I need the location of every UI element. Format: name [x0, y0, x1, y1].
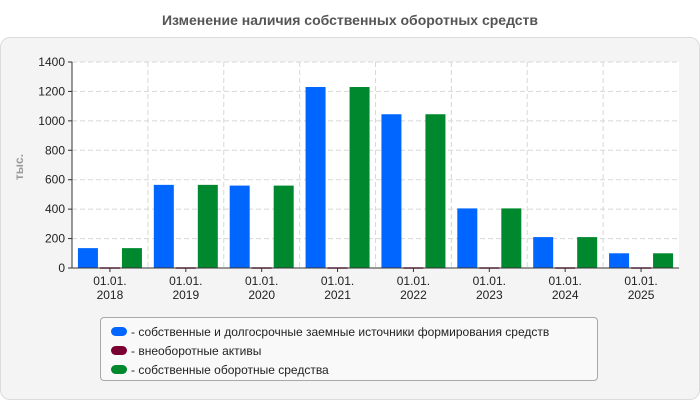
bar [653, 253, 674, 268]
x-tick-label: 2025 [628, 288, 655, 302]
bar [609, 253, 630, 268]
legend-swatch [111, 346, 127, 355]
bar [229, 185, 250, 268]
legend-item: - внеоборотные активы [111, 341, 587, 360]
legend-item: - собственные оборотные средства [111, 360, 587, 379]
legend-label: - внеоборотные активы [131, 343, 262, 358]
legend-item: - собственные и долгосрочные заемные ист… [111, 322, 587, 341]
x-tick-label: 2021 [324, 288, 351, 302]
x-tick-label: 2024 [552, 288, 579, 302]
bar [77, 248, 98, 268]
bar [121, 248, 142, 268]
x-tick-label: 01.01. [93, 274, 126, 288]
chart-title: Изменение наличия собственных оборотных … [161, 12, 539, 28]
x-tick-label: 01.01. [321, 274, 354, 288]
x-tick-label: 01.01. [473, 274, 506, 288]
x-tick-label: 2018 [97, 288, 124, 302]
x-tick-label: 01.01. [245, 274, 278, 288]
bar [533, 237, 554, 268]
bar [381, 114, 402, 268]
x-tick-label: 01.01. [624, 274, 657, 288]
x-tick-label: 01.01. [549, 274, 582, 288]
bar [305, 87, 326, 268]
y-tick-label: 400 [45, 202, 65, 216]
y-tick-label: 0 [58, 261, 65, 275]
bar [197, 184, 218, 268]
x-tick-label: 2020 [248, 288, 275, 302]
y-tick-label: 200 [45, 232, 65, 246]
bar [577, 237, 598, 268]
x-tick-label: 2023 [476, 288, 503, 302]
bar [273, 185, 294, 268]
bar [457, 208, 478, 268]
x-tick-label: 01.01. [397, 274, 430, 288]
y-tick-label: 1200 [38, 84, 65, 98]
legend-label: - собственные и долгосрочные заемные ист… [131, 324, 550, 339]
legend-label: - собственные оборотные средства [131, 362, 329, 377]
y-tick-label: 600 [45, 173, 65, 187]
legend-swatch [111, 365, 127, 374]
bar [425, 114, 446, 268]
bar [501, 208, 522, 268]
legend-swatch [111, 327, 127, 336]
x-tick-label: 2019 [172, 288, 199, 302]
y-axis-label: тыс. [12, 153, 26, 181]
y-tick-label: 800 [45, 143, 65, 157]
bar [349, 87, 370, 268]
bar [153, 184, 174, 268]
legend: - собственные и долгосрочные заемные ист… [100, 317, 598, 381]
y-tick-label: 1400 [38, 55, 65, 69]
x-tick-label: 2022 [400, 288, 427, 302]
y-tick-label: 1000 [38, 114, 65, 128]
x-tick-label: 01.01. [169, 274, 202, 288]
